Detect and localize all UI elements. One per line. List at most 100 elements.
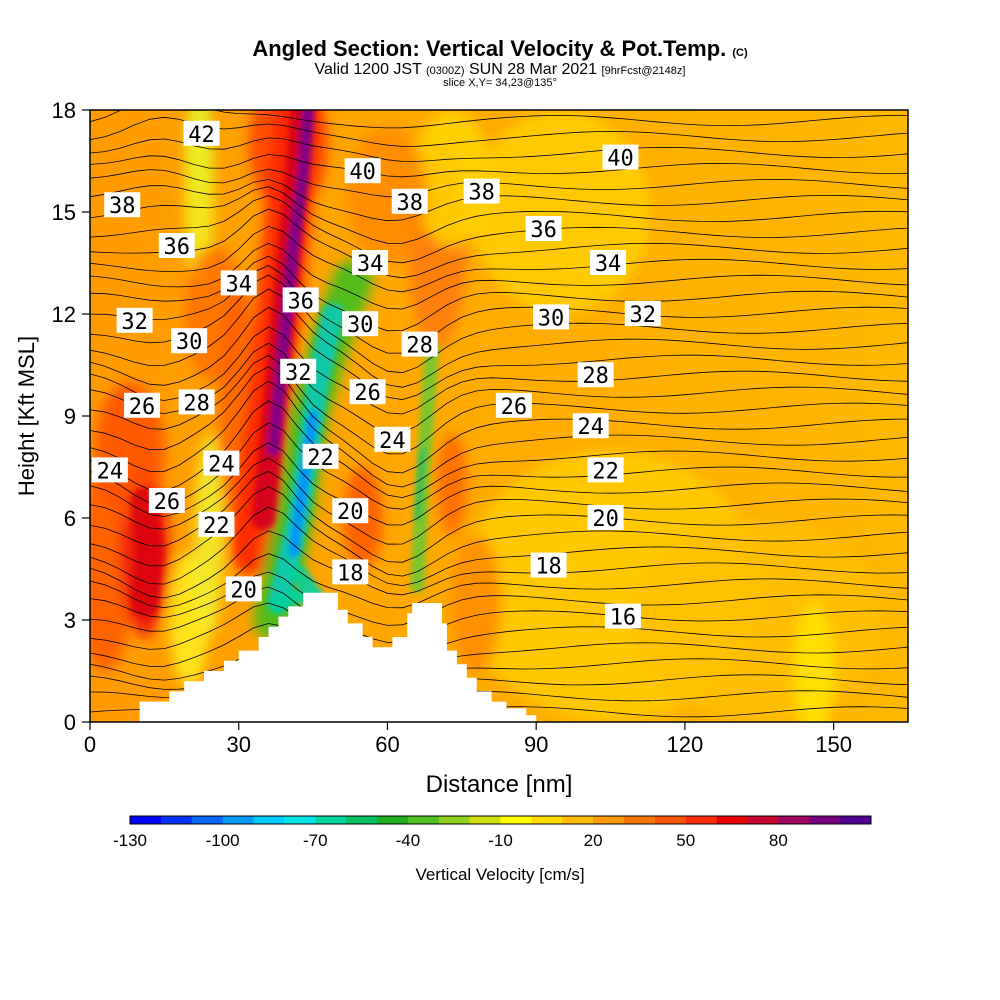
contour-label: 22 — [587, 457, 624, 484]
colorbar-swatch — [562, 816, 594, 824]
x-tick-label: 150 — [815, 732, 852, 757]
svg-text:32: 32 — [121, 310, 148, 335]
colorbar-swatch — [191, 816, 224, 824]
colorbar-swatch — [624, 816, 656, 824]
svg-text:38: 38 — [468, 181, 495, 206]
svg-text:26: 26 — [354, 381, 381, 406]
contour-label: 18 — [332, 559, 369, 586]
contour-label: 20 — [225, 576, 262, 603]
svg-text:36: 36 — [530, 218, 557, 243]
contour-label: 30 — [342, 311, 379, 338]
contour-label: 38 — [463, 178, 500, 206]
colorbar-swatch — [377, 816, 409, 824]
svg-text:42: 42 — [188, 123, 215, 148]
colorbar-swatch — [160, 816, 193, 824]
colorbar-tick-label: -70 — [303, 831, 328, 850]
contour-label: 40 — [344, 158, 381, 185]
svg-text:34: 34 — [595, 252, 622, 277]
contour-label: 18 — [530, 552, 567, 580]
svg-text:20: 20 — [592, 507, 619, 532]
svg-text:38: 38 — [109, 194, 136, 219]
svg-text:30: 30 — [538, 306, 565, 331]
contour-label: 22 — [302, 443, 339, 471]
colorbar: -130 -100 -70 -40 -10 20 50 80 — [113, 815, 872, 850]
y-tick-label: 12 — [52, 302, 76, 327]
colorbar-swatch — [685, 816, 718, 824]
x-tick-label: 120 — [667, 732, 704, 757]
chart-subtitle: Valid 1200 JST (0300Z) SUN 28 Mar 2021 [… — [0, 61, 1000, 79]
svg-text:22: 22 — [592, 459, 619, 484]
svg-text:38: 38 — [397, 191, 424, 216]
chart-title: Angled Section: Vertical Velocity & Pot.… — [0, 36, 1000, 62]
colorbar-swatch — [315, 816, 347, 824]
contour-label: 28 — [178, 389, 215, 416]
x-tick-label: 30 — [226, 732, 250, 757]
colorbar-swatch — [778, 816, 810, 824]
contour-label: 28 — [577, 362, 614, 389]
svg-text:20: 20 — [230, 578, 257, 603]
colorbar-swatch — [284, 816, 316, 824]
colorbar-tick-label: 50 — [676, 831, 695, 850]
colorbar-swatch — [500, 816, 532, 824]
colorbar-swatch — [469, 816, 502, 824]
colorbar-swatch — [809, 816, 841, 824]
contour-label: 24 — [572, 413, 609, 440]
contour-label: 24 — [374, 426, 411, 454]
svg-text:24: 24 — [97, 459, 124, 484]
svg-text:26: 26 — [501, 395, 528, 420]
contour-label: 26 — [349, 379, 386, 406]
contour-label: 34 — [590, 250, 627, 277]
colorbar-swatch — [253, 816, 285, 824]
svg-text:22: 22 — [203, 514, 230, 539]
x-axis-label: Distance [nm] — [426, 771, 573, 798]
colorbar-swatch — [840, 816, 872, 824]
svg-text:36: 36 — [287, 289, 314, 314]
colorbar-tick-label: -10 — [488, 831, 513, 850]
svg-text:24: 24 — [208, 453, 235, 478]
terrain — [90, 592, 908, 722]
colorbar-tick-label: 20 — [584, 831, 603, 850]
contour-label: 26 — [124, 392, 161, 420]
colorbar-swatch — [438, 816, 471, 824]
contour-label: 24 — [91, 457, 128, 484]
contour-label: 28 — [401, 331, 438, 359]
valid-utc: (0300Z) — [426, 65, 465, 77]
contour-label: 42 — [183, 120, 220, 148]
y-tick-label: 0 — [64, 710, 76, 735]
contour-label: 30 — [171, 328, 208, 355]
y-tick-label: 6 — [64, 506, 76, 531]
colorbar-tick-label: -130 — [113, 831, 147, 850]
contour-label: 20 — [587, 505, 624, 532]
svg-text:34: 34 — [357, 252, 384, 277]
contour-label: 30 — [533, 304, 570, 331]
svg-text:16: 16 — [610, 606, 637, 631]
svg-text:36: 36 — [164, 235, 191, 260]
svg-text:18: 18 — [337, 561, 364, 586]
colorbar-swatch — [593, 816, 625, 824]
svg-text:26: 26 — [129, 395, 156, 420]
y-tick-label: 15 — [52, 200, 76, 225]
contour-label: 38 — [104, 192, 141, 219]
svg-text:28: 28 — [582, 364, 609, 389]
svg-text:40: 40 — [349, 160, 376, 185]
svg-text:24: 24 — [379, 429, 406, 454]
colorbar-swatch — [747, 816, 779, 824]
x-tick-label: 0 — [84, 732, 96, 757]
y-tick-label: 3 — [64, 608, 76, 633]
svg-text:40: 40 — [607, 147, 634, 172]
colorbar-swatch — [531, 816, 563, 824]
svg-text:26: 26 — [154, 490, 181, 515]
contour-label: 26 — [148, 488, 185, 515]
colorbar-swatch — [407, 816, 440, 824]
svg-text:32: 32 — [285, 361, 312, 386]
svg-text:32: 32 — [630, 303, 657, 328]
y-tick-label: 18 — [52, 98, 76, 123]
y-tick-label: 9 — [64, 404, 76, 429]
colorbar-swatch — [222, 816, 255, 824]
contour-label: 24 — [203, 450, 240, 478]
svg-text:24: 24 — [577, 415, 604, 440]
chart-title-text: Angled Section: Vertical Velocity & Pot.… — [252, 36, 727, 61]
svg-text:28: 28 — [183, 391, 210, 416]
contour-label: 26 — [495, 392, 532, 420]
contour-label: 22 — [198, 511, 235, 539]
